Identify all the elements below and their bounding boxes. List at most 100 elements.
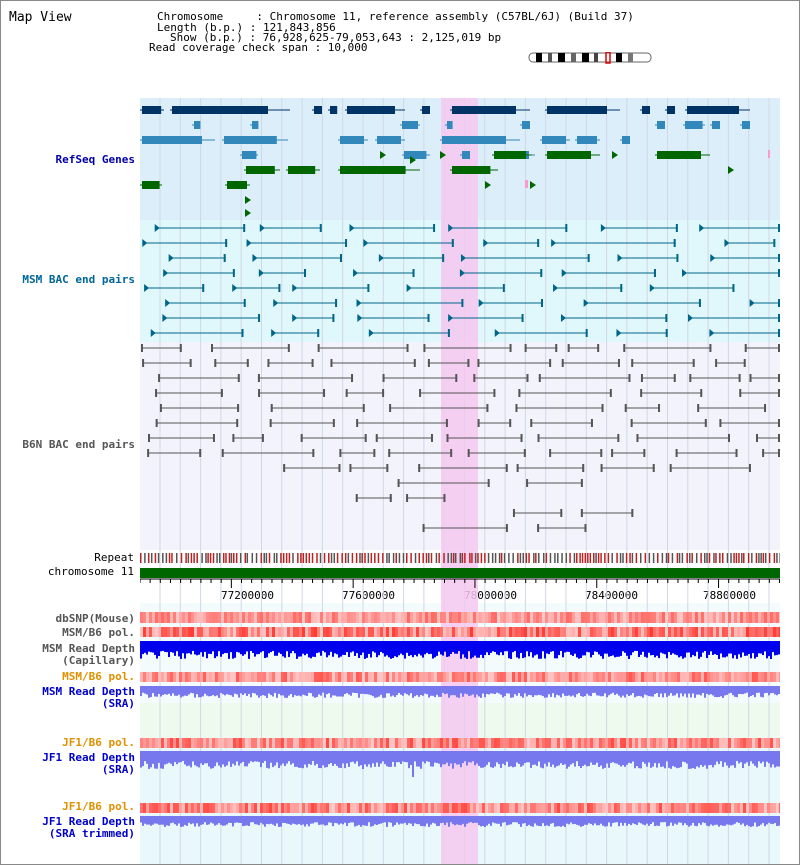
- msm-capillary-depth-bar: [356, 641, 358, 654]
- msm-capillary-depth-bar: [144, 641, 146, 653]
- jf1-pol-heat-cell: [233, 738, 236, 748]
- bac-end-marker: [237, 374, 240, 382]
- msm-pol-heat-cell: [443, 627, 446, 637]
- bac-end-marker: [600, 464, 603, 472]
- msm-capillary-depth-bar: [478, 641, 480, 658]
- jf1-sra-depth-bar: [184, 751, 186, 765]
- jf1-trimmed-depth-bar: [470, 816, 472, 823]
- jf1-pol2-heat-cell: [230, 803, 233, 813]
- msm-pol-heat-cell: [614, 627, 617, 637]
- bac-end-marker: [460, 254, 466, 262]
- gene-exon: [622, 136, 630, 144]
- msm-sra-depth-bar: [182, 686, 184, 697]
- msm-pol2-heat-cell: [302, 672, 305, 682]
- jf1-trimmed-depth-bar: [300, 816, 302, 826]
- repeat-element: [522, 553, 525, 563]
- msm-pol2-heat-cell: [485, 672, 488, 682]
- bac-end-marker: [669, 464, 672, 472]
- jf1-trimmed-depth-bar: [658, 816, 660, 826]
- repeat-element: [422, 553, 424, 563]
- msm-sra-depth-bar: [776, 686, 778, 696]
- msm-sra-depth-bar: [212, 686, 214, 696]
- jf1-sra-depth-bar: [372, 751, 374, 764]
- jf1-pol2-heat-cell: [722, 803, 725, 813]
- msm-pol2-heat-cell: [338, 672, 341, 682]
- msm-capillary-depth-bar: [610, 641, 612, 657]
- bac-end-marker: [179, 344, 182, 352]
- msm-sra-depth-bar: [312, 686, 314, 697]
- msm-capillary-depth-bar: [484, 641, 486, 656]
- dbsnp-heat-cell: [200, 612, 203, 623]
- msm-capillary-depth-bar: [140, 641, 142, 659]
- msm-capillary-depth-bar: [204, 641, 206, 652]
- bac-end-marker: [271, 329, 277, 337]
- jf1-pol2-heat-cell: [287, 803, 290, 813]
- jf1-pol-heat-cell: [179, 738, 182, 748]
- dbsnp-heat-cell: [374, 612, 377, 623]
- msm-bac-track[interactable]: [142, 224, 780, 337]
- b6n-bac-track[interactable]: [140, 344, 780, 532]
- bac-end-marker: [283, 464, 286, 472]
- jf1-sra-depth-bar: [328, 751, 330, 765]
- msm-pol2-heat-cell: [452, 672, 455, 682]
- msm-sra-depth-bar: [532, 686, 534, 697]
- bac-end-marker: [246, 239, 252, 247]
- msm-sra-depth-bar: [638, 686, 640, 696]
- repeat-element: [631, 553, 634, 563]
- jf1-trimmed-depth-bar: [302, 816, 304, 825]
- bac-end-marker: [620, 284, 623, 292]
- msm-pol2-heat-cell: [374, 672, 377, 682]
- bac-end-marker: [478, 299, 484, 307]
- genome-track-area[interactable]: [140, 98, 780, 864]
- jf1-sra-depth-bar: [684, 751, 686, 763]
- jf1-pol-heat-cell: [209, 738, 212, 748]
- dbsnp-heat-cell: [167, 612, 170, 623]
- jf1-pol2-heat-cell: [251, 803, 254, 813]
- repeat-element: [474, 553, 477, 563]
- repeat-element: [216, 553, 218, 563]
- tick-label-1: 77200000: [221, 589, 274, 602]
- chromosome-ideogram[interactable]: [528, 52, 654, 64]
- dbsnp-heat-cell: [557, 612, 560, 623]
- jf1-trimmed-depth-bar: [234, 816, 236, 823]
- msm-pol2-heat-cell: [530, 672, 533, 682]
- jf1-sra-depth-bar: [490, 751, 492, 768]
- msm-sra-depth-bar: [744, 686, 746, 694]
- jf1-trimmed-depth-bar: [762, 816, 764, 824]
- jf1-trimmed-depth-bar: [770, 816, 772, 824]
- jf1-pol-heat-cell: [386, 738, 389, 748]
- jf1-trimmed-depth-bar: [346, 816, 348, 826]
- msm-pol2-heat-cell: [467, 672, 470, 682]
- highlight-region[interactable]: [441, 98, 478, 864]
- repeat-element: [288, 553, 291, 563]
- msm-pol-heat-cell: [167, 627, 170, 637]
- gene-exon: [142, 106, 162, 114]
- dbsnp-heat-cell: [719, 612, 722, 623]
- jf1-sra-depth-bar: [506, 751, 508, 762]
- msm-sra-depth-bar: [718, 686, 720, 697]
- msm-capillary-depth-bar: [558, 641, 560, 656]
- jf1-pol2-heat-cell: [389, 803, 392, 813]
- repeat-element: [508, 553, 510, 563]
- dbsnp-heat-cell: [176, 612, 179, 623]
- msm-pol-heat-cell: [599, 627, 602, 637]
- dbsnp-heat-cell: [509, 612, 512, 623]
- msm-sra-depth-bar: [630, 686, 632, 696]
- jf1-trimmed-depth-bar: [708, 816, 710, 827]
- repeat-element: [347, 553, 350, 563]
- gene-marker: [525, 180, 528, 188]
- refseq-genes-track[interactable]: [140, 106, 770, 217]
- repeat-element: [587, 553, 589, 563]
- jf1-trimmed-depth-bar: [418, 816, 420, 825]
- msm-sra-depth-bar: [670, 686, 672, 694]
- msm-sra-depth-bar: [498, 686, 500, 694]
- jf1-pol-heat-cell: [575, 738, 578, 748]
- msm-sra-depth-bar: [600, 686, 602, 697]
- jf1-trimmed-depth-bar: [194, 816, 196, 827]
- jf1-sra-depth-bar: [462, 751, 464, 764]
- msm-sra-depth-bar: [254, 686, 256, 694]
- msm-sra-depth-bar: [396, 686, 398, 696]
- jf1-sra-depth-bar: [680, 751, 682, 768]
- msm-pol-heat-cell: [284, 627, 287, 637]
- jf1-trimmed-depth-bar: [522, 816, 524, 824]
